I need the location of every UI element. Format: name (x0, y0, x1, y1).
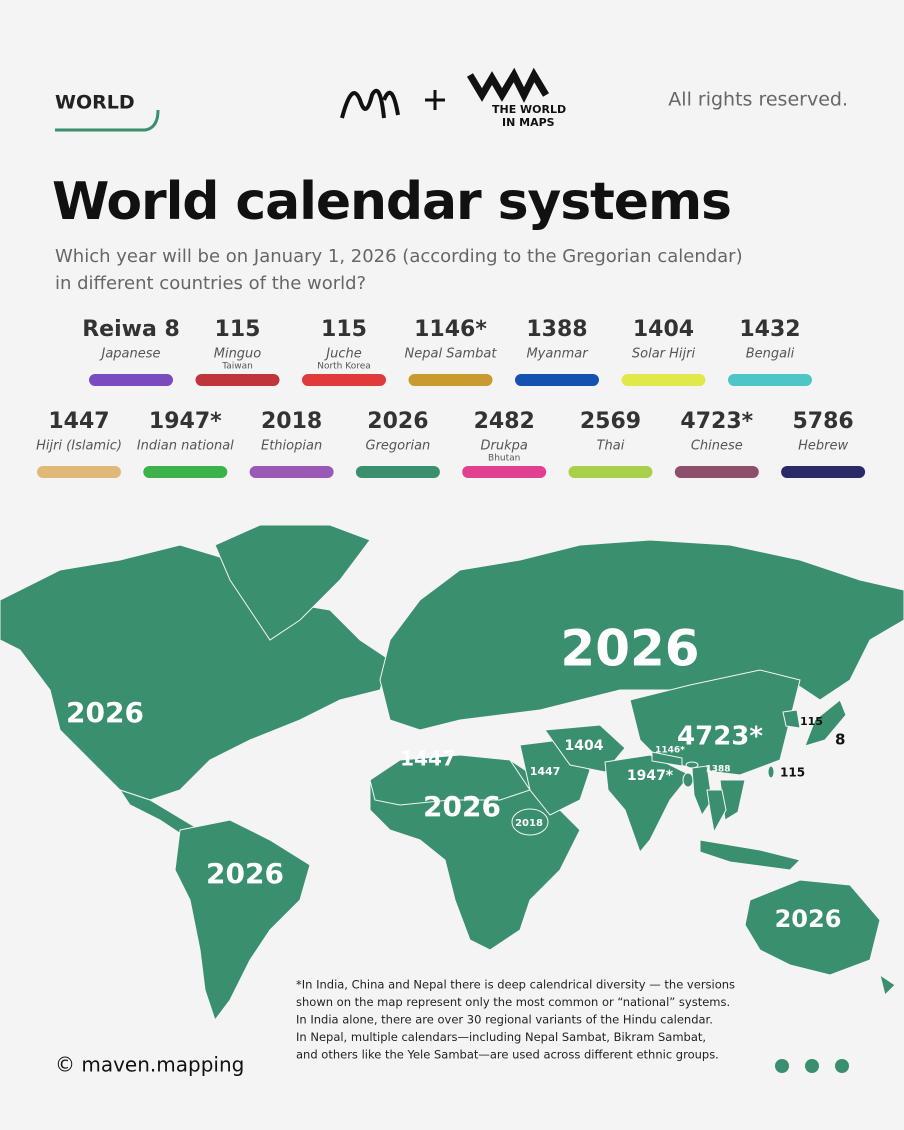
dot (805, 1059, 819, 1073)
footnote-line: In India alone, there are over 30 region… (296, 1013, 713, 1027)
legend-year: 1404 (633, 317, 694, 342)
legend-swatch (89, 374, 173, 386)
legend-name: Hebrew (798, 439, 848, 454)
legend-name: Drukpa (481, 439, 528, 454)
map-label: 1447 (530, 765, 561, 778)
map-label: 2026 (423, 790, 501, 823)
tag-underline (55, 109, 160, 132)
region (804, 699, 847, 747)
region (706, 789, 727, 834)
legend-year: 1146* (414, 317, 487, 342)
legend-swatch (37, 466, 121, 478)
legend-name: Minguo (214, 347, 262, 362)
subtitle: in different countries of the world? (55, 273, 366, 294)
legend-swatch (143, 466, 228, 478)
map-label: 1447 (400, 747, 456, 771)
legend-swatch (302, 374, 386, 386)
region (782, 709, 801, 729)
legend-swatch (621, 374, 706, 386)
rights: All rights reserved. (668, 89, 848, 111)
legend-name: Thai (597, 439, 625, 454)
legend-year: 2026 (367, 409, 428, 434)
region (767, 765, 775, 779)
tag: WORLD (55, 92, 135, 114)
credit: © maven.mapping (55, 1053, 244, 1077)
legend-year: 5786 (792, 409, 853, 434)
legend-year: Reiwa 8 (82, 317, 180, 342)
map-label: 2026 (206, 857, 284, 890)
legend-year: 4723* (680, 409, 753, 434)
map-label: 8 (835, 731, 845, 749)
legend-swatch (568, 466, 653, 478)
map-label: 2026 (560, 620, 699, 678)
map-label: 4723* (677, 722, 763, 752)
legend-name: Hijri (Islamic) (36, 439, 122, 454)
map-label: 115 (800, 715, 823, 728)
footnote-line: In Nepal, multiple calendars—including N… (296, 1030, 706, 1044)
legend-name: Chinese (691, 439, 743, 454)
dot (775, 1059, 789, 1073)
legend-swatch (674, 466, 759, 478)
footnote-line: shown on the map represent only the most… (296, 995, 730, 1009)
region (682, 772, 694, 788)
legend-year: 115 (321, 317, 367, 342)
dot (835, 1059, 849, 1073)
legend-name: Myanmar (526, 347, 589, 362)
map: 2026 2026 2026 2026 2026 1447 1447 1404 … (0, 524, 904, 1022)
map-label: 2026 (775, 905, 842, 933)
subtitle: Which year will be on January 1, 2026 (a… (55, 246, 743, 267)
region (651, 751, 683, 767)
legend-name: Japanese (98, 347, 160, 362)
footnote-line: *In India, China and Nepal there is deep… (296, 978, 735, 992)
legend-sub: North Korea (317, 362, 371, 372)
map-label: 2026 (66, 696, 144, 729)
legend-year: 1447 (48, 409, 109, 434)
map-label: 115 (780, 766, 805, 780)
legend-year: 1432 (739, 317, 800, 342)
legend-name: Nepal Sambat (405, 347, 498, 362)
legend-year: 115 (215, 317, 261, 342)
legend-swatch (195, 374, 280, 386)
legend-name: Solar Hijri (632, 347, 696, 362)
legend-name: Juche (323, 347, 361, 362)
legend-swatch (408, 374, 493, 386)
legend-year: 2482 (474, 409, 535, 434)
land (744, 879, 881, 976)
legend-swatch (781, 466, 866, 478)
map-label: 1947* (627, 768, 674, 784)
logo-text: THE WORLD (492, 103, 566, 116)
legend-sub: Taiwan (221, 362, 253, 372)
legend-year: 2018 (261, 409, 322, 434)
logo-text: IN MAPS (502, 116, 555, 129)
map-label: 2018 (515, 818, 543, 829)
map-label: 1404 (565, 738, 604, 754)
legend-swatch (515, 374, 599, 386)
legend-sub: Bhutan (488, 454, 520, 464)
legend-year: 1388 (526, 317, 587, 342)
legend-swatch (249, 466, 334, 478)
legend-name: Gregorian (366, 439, 431, 454)
footnote-line: and others like the Yele Sambat—are used… (296, 1048, 719, 1062)
legend-name: Indian national (137, 439, 234, 454)
land (214, 524, 371, 641)
legend-swatch (355, 466, 440, 478)
legend-swatch (462, 466, 547, 478)
land (174, 819, 311, 1022)
map-label: 1146* (655, 746, 685, 756)
legend-name: Bengali (746, 347, 795, 362)
legend-name: Ethiopian (261, 439, 322, 454)
plus (425, 90, 445, 110)
region (691, 765, 713, 817)
title: World calendar systems (52, 172, 732, 232)
footnote: *In India, China and Nepal there is deep… (296, 978, 735, 1062)
region (511, 808, 549, 836)
legend-swatch (728, 374, 812, 386)
logo-wm (466, 67, 550, 103)
map-label: 1388 (705, 765, 730, 775)
legend-year: 1947* (149, 409, 222, 434)
legend-year: 2569 (580, 409, 641, 434)
logo-m (340, 88, 400, 119)
